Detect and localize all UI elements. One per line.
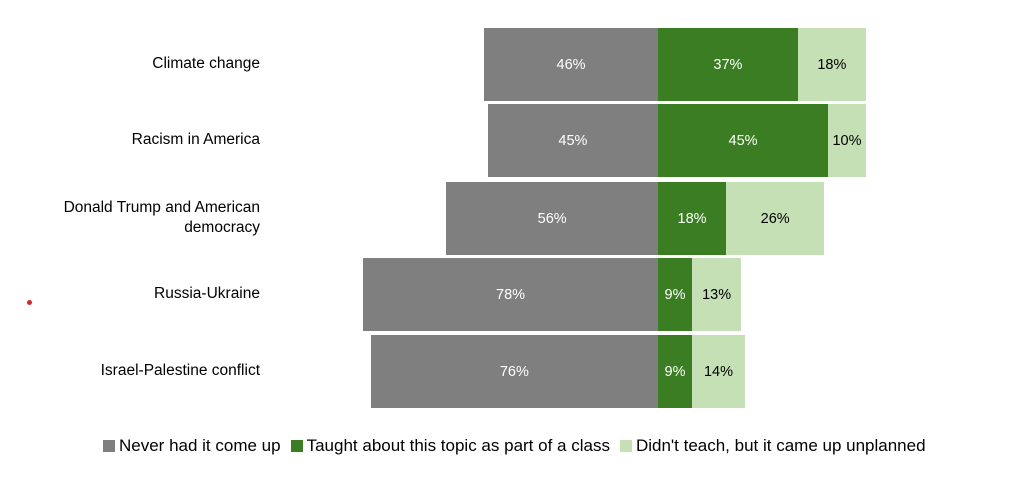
category-label: Russia-Ukraine <box>154 285 260 302</box>
data-label: 13% <box>702 286 732 303</box>
data-label: 18% <box>677 210 707 227</box>
legend-item: Didn't teach, but it came up unplanned <box>619 436 926 456</box>
data-label: 76% <box>499 363 529 380</box>
bar-segment: 18% <box>797 28 866 101</box>
bar-segment: 45% <box>487 104 658 177</box>
data-label: 78% <box>496 286 526 303</box>
bar-segment: 45% <box>658 104 829 177</box>
data-label: 10% <box>832 132 862 149</box>
bar-segment: 46% <box>484 28 658 101</box>
bar-segment: 56% <box>446 182 658 255</box>
red-dot-marker <box>27 300 32 305</box>
legend-item: Never had it come up <box>103 436 281 456</box>
bar-segment: 9% <box>658 258 693 331</box>
bar-segment: 18% <box>658 182 727 255</box>
data-label: 45% <box>728 132 758 149</box>
data-label: 26% <box>760 210 790 227</box>
bar-segment: 13% <box>692 258 742 331</box>
bar-segment: 9% <box>658 335 693 408</box>
bar-segment: 26% <box>726 182 825 255</box>
data-label: 9% <box>664 286 686 303</box>
data-label: 18% <box>817 56 847 73</box>
legend-swatch <box>290 440 303 452</box>
category-label: Israel-Palestine conflict <box>100 362 260 379</box>
bar-segment: 14% <box>692 335 745 408</box>
data-label: 46% <box>556 56 586 73</box>
data-label: 37% <box>713 56 743 73</box>
bar-segment: 78% <box>363 258 658 331</box>
legend: Never had it come up Taught about this to… <box>103 436 936 456</box>
bar-segment: 10% <box>828 104 866 177</box>
legend-swatch <box>103 440 115 452</box>
legend-label: Taught about this topic as part of a cla… <box>306 436 610 455</box>
bar-segment: 37% <box>658 28 798 101</box>
category-label: Racism in America <box>131 131 260 148</box>
data-label: 14% <box>703 363 733 380</box>
legend-item: Taught about this topic as part of a cla… <box>290 436 610 456</box>
data-label: 56% <box>537 210 567 227</box>
legend-label: Never had it come up <box>119 436 281 455</box>
legend-swatch <box>619 440 632 452</box>
data-label: 9% <box>664 363 686 380</box>
data-label: 45% <box>558 132 588 149</box>
legend-label: Didn't teach, but it came up unplanned <box>635 436 926 455</box>
category-label: Donald Trump and American democracy <box>63 199 260 236</box>
category-label: Climate change <box>152 55 260 72</box>
bar-segment: 76% <box>370 335 658 408</box>
